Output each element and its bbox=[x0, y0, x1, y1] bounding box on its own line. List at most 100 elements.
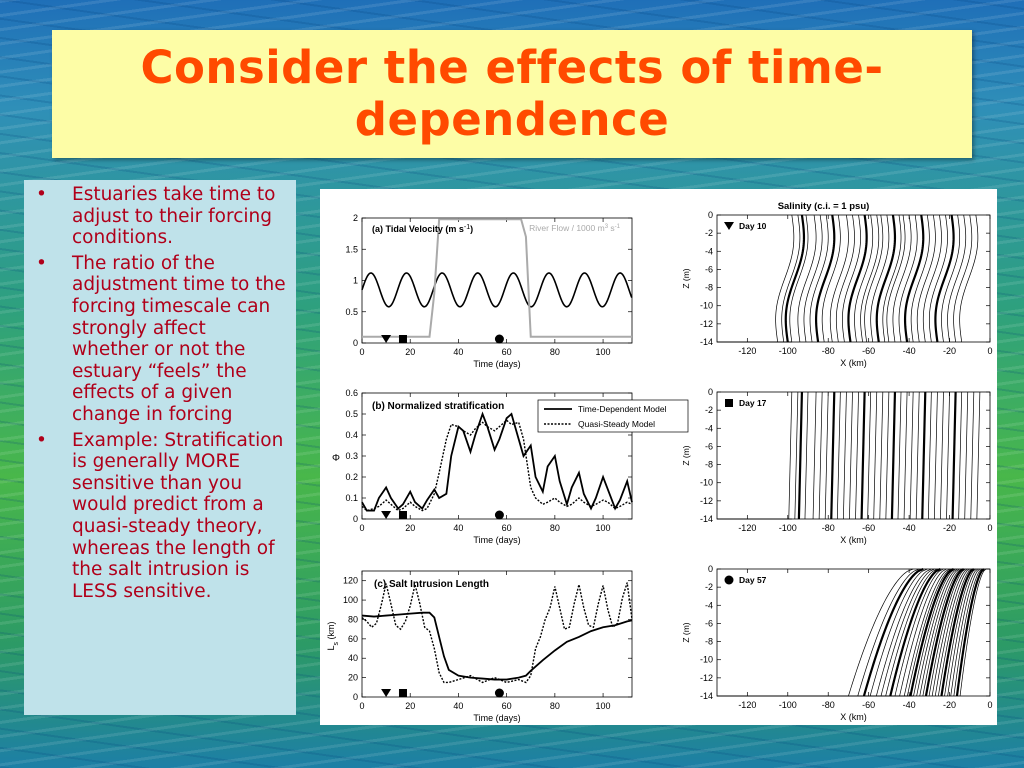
title-box: Consider the effects of time- dependence bbox=[52, 30, 972, 158]
y-tick-label: -8 bbox=[705, 283, 713, 293]
x-tick-label: -120 bbox=[738, 346, 756, 356]
y-tick-label: -8 bbox=[705, 637, 713, 647]
marker-square bbox=[398, 511, 407, 519]
x-tick-label: 20 bbox=[405, 347, 415, 357]
x-axis-label: X (km) bbox=[840, 535, 867, 545]
bullet-list: • Estuaries take time to adjust to their … bbox=[30, 184, 286, 602]
isohaline-contour bbox=[788, 391, 793, 520]
y-tick-label: -8 bbox=[705, 460, 713, 470]
isohaline-contour bbox=[903, 568, 950, 697]
isohaline-contour bbox=[843, 391, 847, 520]
y-tick-label: 0 bbox=[708, 564, 713, 574]
series-line-time-dependent bbox=[361, 611, 633, 681]
isohaline-contour bbox=[829, 214, 849, 343]
y-tick-label: 1.5 bbox=[345, 244, 358, 254]
x-tick-label: 40 bbox=[453, 523, 463, 533]
x-tick-label: -20 bbox=[943, 700, 956, 710]
isohaline-contour bbox=[898, 214, 918, 343]
isohaline-contour bbox=[940, 391, 944, 520]
marker-square bbox=[398, 335, 407, 343]
isohaline-contour bbox=[873, 391, 878, 520]
y-tick-label: -12 bbox=[700, 319, 713, 329]
isohaline-contour bbox=[928, 214, 948, 343]
y-tick-label: -12 bbox=[700, 673, 713, 683]
y-tick-label: 2 bbox=[353, 213, 358, 223]
isohaline-contour bbox=[940, 568, 975, 697]
series-line-quasi-steady bbox=[361, 419, 633, 512]
y-tick-label: -6 bbox=[705, 264, 713, 274]
plot-frame bbox=[716, 391, 991, 520]
x-tick-label: 20 bbox=[405, 523, 415, 533]
x-tick-label: 0 bbox=[359, 347, 364, 357]
x-tick-label: 100 bbox=[596, 523, 611, 533]
x-tick-label: 0 bbox=[987, 700, 992, 710]
isohaline-contour bbox=[907, 568, 952, 697]
isohaline-contour bbox=[892, 214, 912, 343]
marker-triangle bbox=[381, 511, 392, 519]
y-tick-label: -4 bbox=[705, 246, 713, 256]
y-tick-label: 0.5 bbox=[345, 307, 358, 317]
isohaline-contour bbox=[903, 214, 925, 343]
x-axis-label: X (km) bbox=[840, 358, 867, 368]
bullet-item: • Estuaries take time to adjust to their … bbox=[30, 184, 286, 249]
marker-circle bbox=[494, 510, 504, 520]
x-tick-label: 20 bbox=[405, 701, 415, 711]
bullet-dot: • bbox=[36, 252, 47, 274]
bullet-text: The ratio of the adjustment time to the … bbox=[72, 252, 286, 425]
isohaline-contour bbox=[910, 214, 930, 343]
isohaline-contour bbox=[950, 568, 981, 697]
isohaline-contour bbox=[946, 391, 950, 520]
panel-a-secondary-label: River Flow / 1000 m3 s-1 bbox=[529, 223, 621, 233]
y-tick-label: 1 bbox=[353, 276, 358, 286]
isohaline-contour bbox=[784, 214, 806, 343]
isohaline-contour bbox=[870, 214, 890, 343]
series-line-time-dependent bbox=[361, 411, 633, 512]
x-tick-label: 60 bbox=[502, 347, 512, 357]
isohaline-contour bbox=[894, 568, 944, 697]
isohaline-contour bbox=[860, 214, 880, 343]
y-tick-label: -2 bbox=[705, 228, 713, 238]
y-tick-label: -6 bbox=[705, 441, 713, 451]
isohaline-contour bbox=[944, 568, 977, 697]
isohaline-contour bbox=[953, 568, 983, 697]
y-tick-label: -2 bbox=[705, 405, 713, 415]
isohaline-contour bbox=[867, 391, 872, 520]
isohaline-contour bbox=[797, 391, 804, 520]
marker-circle bbox=[724, 575, 734, 585]
isohaline-contour bbox=[958, 391, 963, 520]
bullet-item: • The ratio of the adjustment time to the… bbox=[30, 253, 286, 426]
isohaline-contour bbox=[947, 568, 979, 697]
isohaline-contour bbox=[889, 568, 941, 697]
isohaline-contour bbox=[924, 568, 965, 697]
isohaline-contour bbox=[890, 391, 897, 520]
y-tick-label: -14 bbox=[700, 514, 713, 524]
x-tick-label: 60 bbox=[502, 701, 512, 711]
marker-triangle bbox=[381, 335, 392, 343]
series-line-river-flow bbox=[362, 218, 632, 338]
x-tick-label: -60 bbox=[862, 700, 875, 710]
isohaline-contour bbox=[835, 214, 855, 343]
isohaline-contour bbox=[938, 568, 973, 697]
plot-frame bbox=[361, 570, 633, 698]
isohaline-contour bbox=[922, 214, 942, 343]
isohaline-contour bbox=[941, 214, 961, 343]
x-tick-label: -80 bbox=[822, 700, 835, 710]
x-tick-label: 80 bbox=[550, 347, 560, 357]
x-tick-label: -100 bbox=[779, 523, 797, 533]
isohaline-contour bbox=[922, 568, 962, 697]
isohaline-contour bbox=[959, 214, 979, 343]
isohaline-contour bbox=[909, 391, 914, 520]
x-tick-label: 60 bbox=[502, 523, 512, 533]
y-tick-label: -6 bbox=[705, 618, 713, 628]
bullet-text: Estuaries take time to adjust to their f… bbox=[72, 184, 276, 249]
y-tick-label: 0 bbox=[708, 210, 713, 220]
x-axis-label: X (km) bbox=[840, 712, 867, 722]
figure-svg: 0 20 40 60 80 100 0 0.5 1 1.5 2 Time (days) (a) Tida… bbox=[326, 201, 993, 723]
isohaline-contour bbox=[818, 391, 823, 520]
panel-c-label: (c) Salt Intrusion Length bbox=[374, 579, 489, 590]
x-tick-label: 0 bbox=[359, 701, 364, 711]
isohaline-contour bbox=[909, 568, 955, 697]
y-tick-label: 40 bbox=[348, 653, 358, 663]
x-tick-label: -20 bbox=[943, 346, 956, 356]
legend-label-time-dependent: Time-Dependent Model bbox=[578, 404, 667, 414]
